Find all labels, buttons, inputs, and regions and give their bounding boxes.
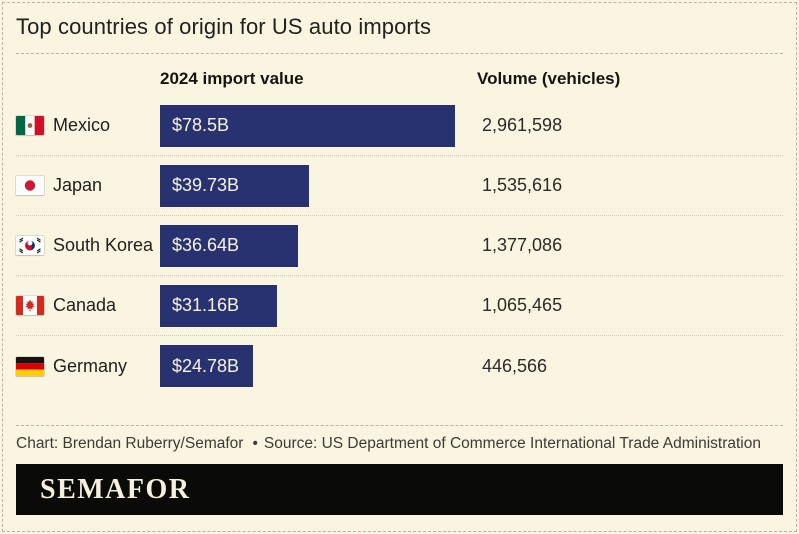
value-bar-label: $39.73B bbox=[172, 175, 240, 195]
value-bar: $39.73B bbox=[160, 164, 309, 207]
volume-value: 1,377,086 bbox=[482, 235, 563, 255]
volume-value: 2,961,598 bbox=[482, 115, 563, 135]
country-label: Mexico bbox=[53, 115, 111, 135]
country-label: Japan bbox=[53, 175, 103, 195]
column-header-row: 2024 import value Volume (vehicles) bbox=[16, 54, 783, 96]
value-bar: $36.64B bbox=[160, 224, 298, 267]
bullet-separator: • bbox=[252, 435, 258, 452]
table-row-canada: Canada $31.16B 1,065,465 bbox=[16, 276, 783, 336]
canada-flag-icon bbox=[16, 296, 44, 315]
value-bar-label: $36.64B bbox=[172, 235, 240, 255]
germany-flag-icon bbox=[16, 356, 44, 376]
volume-column-header: Volume (vehicles) bbox=[477, 69, 621, 88]
chart-credit: Chart: Brendan Ruberry/Semafor bbox=[16, 435, 244, 452]
footer-divider bbox=[16, 425, 783, 426]
source-credit: Source: US Department of Commerce Intern… bbox=[263, 435, 761, 452]
value-bar-label: $78.5B bbox=[172, 115, 230, 135]
semafor-logo: SEMAFOR bbox=[40, 473, 191, 505]
value-bar-label: $31.16B bbox=[172, 295, 240, 315]
value-bar: $78.5B bbox=[160, 104, 455, 147]
south-korea-flag-icon bbox=[16, 236, 44, 255]
table-row-germany: Germany $24.78B 446,566 bbox=[16, 336, 783, 396]
semafor-logo-bar: SEMAFOR bbox=[16, 464, 783, 515]
volume-value: 1,065,465 bbox=[482, 295, 563, 315]
volume-value: 446,566 bbox=[482, 355, 548, 376]
value-column-header: 2024 import value bbox=[160, 69, 304, 88]
title-divider bbox=[16, 53, 783, 54]
value-bar: $31.16B bbox=[160, 284, 277, 327]
country-label: Canada bbox=[53, 295, 117, 315]
country-label: South Korea bbox=[53, 235, 154, 255]
table-row-mexico: Mexico $78.5B 2,961,598 bbox=[16, 96, 783, 156]
country-label: Germany bbox=[53, 355, 128, 376]
value-bar: $24.78B bbox=[160, 345, 253, 387]
volume-value: 1,535,616 bbox=[482, 175, 563, 195]
japan-flag-icon bbox=[16, 176, 44, 195]
mexico-flag-icon bbox=[16, 116, 44, 135]
table-row-japan: Japan $39.73B 1,535,616 bbox=[16, 156, 783, 216]
value-bar-label: $24.78B bbox=[172, 355, 240, 376]
attribution-line: Chart: Brendan Ruberry/Semafor • Source: U… bbox=[16, 426, 783, 453]
chart-title: Top countries of origin for US auto impo… bbox=[16, 14, 432, 39]
table-row-south-korea: South Korea $36.64B 1,377,086 bbox=[16, 216, 783, 276]
